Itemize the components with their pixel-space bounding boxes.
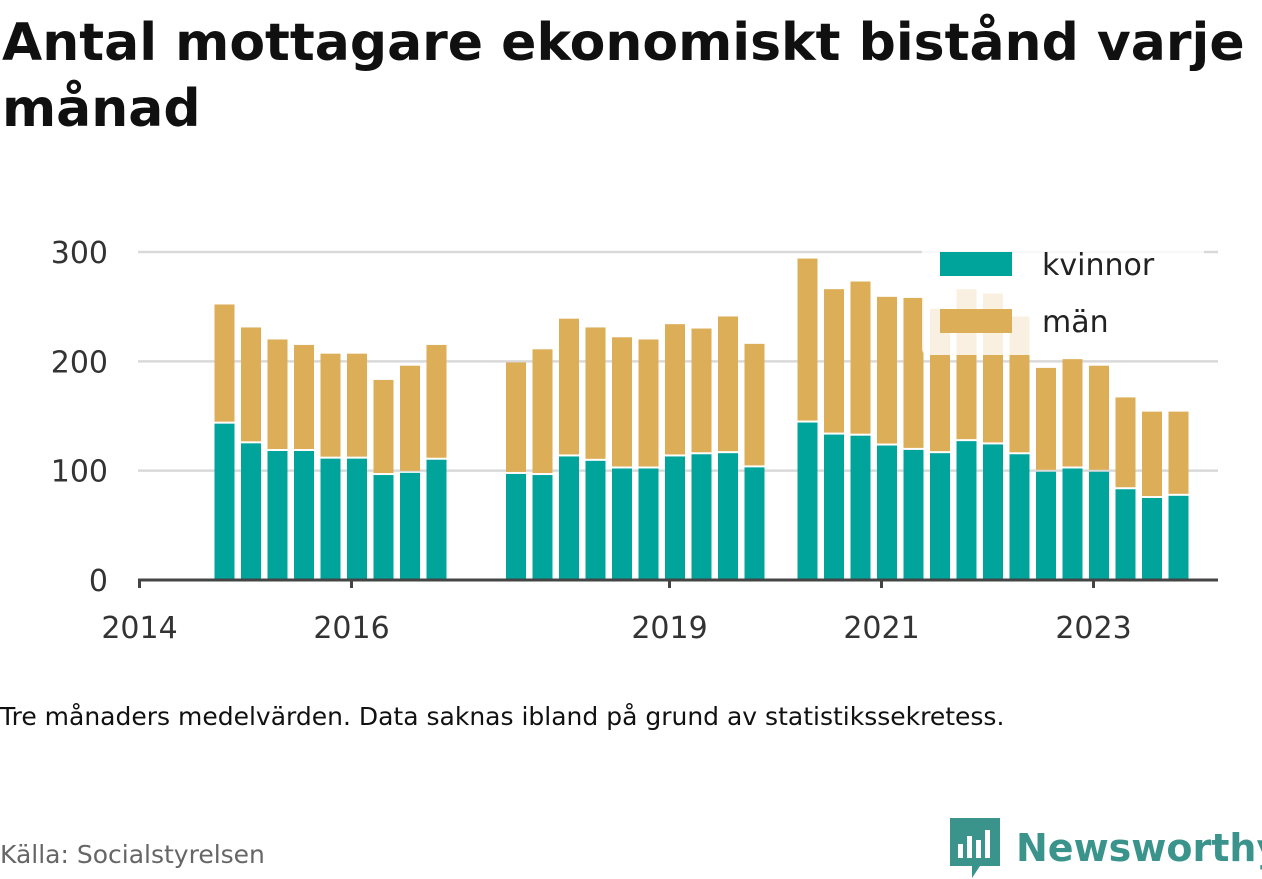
bar-kvinnor xyxy=(1168,495,1189,580)
bar-man xyxy=(665,324,685,455)
bar-man xyxy=(744,343,765,466)
bar-man xyxy=(1036,367,1056,470)
bars xyxy=(214,258,1189,580)
bar-man xyxy=(638,339,659,467)
bar-kvinnor xyxy=(1142,498,1162,580)
x-tick-label-2014: 2014 xyxy=(101,611,177,646)
chart-note: Tre månaders medelvärden. Data saknas ib… xyxy=(0,702,1005,731)
bar-man xyxy=(294,344,314,449)
legend-label-man: män xyxy=(1042,305,1109,340)
newsworthy-logo-icon xyxy=(950,818,1000,878)
bar-man xyxy=(877,296,897,444)
bar-man xyxy=(903,297,924,448)
bar-man xyxy=(718,316,738,452)
bar-man xyxy=(1168,411,1189,494)
bar-man xyxy=(612,337,632,467)
bar-kvinnor xyxy=(1009,454,1030,580)
bar-kvinnor xyxy=(691,454,712,580)
bar-kvinnor xyxy=(426,459,447,580)
bar-kvinnor xyxy=(1115,489,1136,580)
bar-kvinnor xyxy=(294,450,314,580)
bar-man xyxy=(1142,411,1162,496)
bar-kvinnor xyxy=(612,468,632,580)
bar-man xyxy=(426,344,447,458)
bar-man xyxy=(1115,397,1136,488)
bar-man xyxy=(320,353,341,457)
bar-kvinnor xyxy=(877,445,897,580)
y-tick-label-300: 300 xyxy=(51,236,108,271)
bar-man xyxy=(506,362,526,472)
bar-kvinnor xyxy=(373,475,394,580)
bar-man xyxy=(400,365,420,471)
bar-man xyxy=(1062,359,1083,467)
bar-kvinnor xyxy=(585,460,606,580)
y-tick-label-100: 100 xyxy=(51,455,108,490)
bar-kvinnor xyxy=(241,443,261,580)
bar-kvinnor xyxy=(559,456,579,580)
brand-name: Newsworthy xyxy=(1016,826,1262,870)
bar-man xyxy=(1089,365,1109,470)
bar-man xyxy=(824,289,844,433)
bar-kvinnor xyxy=(347,458,367,580)
brand-logo: Newsworthy xyxy=(950,818,1262,878)
bar-kvinnor xyxy=(1062,468,1083,580)
bar-kvinnor xyxy=(956,441,977,580)
legend-label-kvinnor: kvinnor xyxy=(1042,248,1155,283)
x-tick-label-2019: 2019 xyxy=(631,611,707,646)
bar-kvinnor xyxy=(744,467,765,580)
bar-kvinnor xyxy=(532,475,553,580)
bar-man xyxy=(241,327,261,442)
bar-kvinnor xyxy=(930,453,950,580)
bar-kvinnor xyxy=(824,434,844,580)
bar-man xyxy=(373,379,394,474)
bar-kvinnor xyxy=(797,422,818,580)
bar-kvinnor xyxy=(506,473,526,580)
bar-man xyxy=(559,318,579,455)
bar-man xyxy=(214,304,235,422)
bar-kvinnor xyxy=(638,468,659,580)
y-axis-ticks: 0 100 200 300 xyxy=(51,236,108,599)
bar-kvinnor xyxy=(850,435,871,580)
bar-kvinnor xyxy=(1089,471,1109,580)
x-axis-ticks: 2014 2016 2019 2021 2023 xyxy=(101,580,1132,646)
x-tick-label-2021: 2021 xyxy=(843,611,919,646)
bar-kvinnor xyxy=(1036,471,1056,580)
x-tick-label-2023: 2023 xyxy=(1055,611,1131,646)
bar-man xyxy=(850,281,871,434)
y-tick-label-200: 200 xyxy=(51,345,108,380)
legend-swatch-man xyxy=(940,309,1012,333)
bar-kvinnor xyxy=(903,449,924,580)
bar-man xyxy=(347,353,367,457)
y-tick-label-0: 0 xyxy=(89,564,108,599)
bar-kvinnor xyxy=(983,444,1003,580)
bar-kvinnor xyxy=(400,472,420,580)
legend-swatch-kvinnor xyxy=(940,252,1012,276)
bar-man xyxy=(585,327,606,459)
bar-kvinnor xyxy=(267,450,288,580)
bar-kvinnor xyxy=(214,423,235,580)
bar-man xyxy=(267,339,288,449)
bar-man xyxy=(691,328,712,453)
source-credit: Källa: Socialstyrelsen xyxy=(0,840,265,869)
x-tick-label-2016: 2016 xyxy=(313,611,389,646)
bar-kvinnor xyxy=(320,458,341,580)
chart-title: Antal mottagare ekonomiskt bistånd varje… xyxy=(2,13,1245,139)
legend: kvinnor män xyxy=(922,235,1204,355)
bar-kvinnor xyxy=(718,453,738,580)
bar-man xyxy=(797,258,818,421)
stacked-bar-chart: 0 100 200 300 2014 2016 2019 2021 2023 kvinnor m… xyxy=(51,235,1218,646)
bar-kvinnor xyxy=(665,456,685,580)
bar-man xyxy=(532,349,553,474)
